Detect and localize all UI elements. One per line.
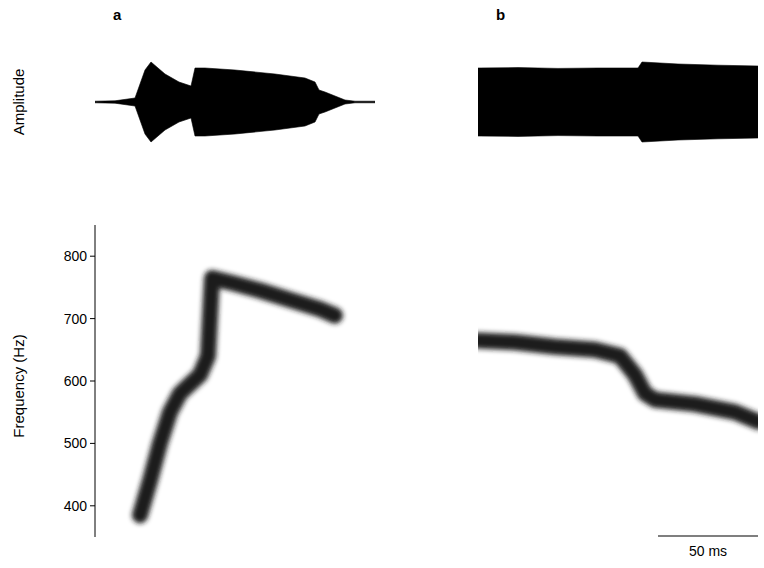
waveform xyxy=(478,62,758,142)
y-axis-title: Frequency (Hz) xyxy=(10,334,27,437)
frequency-contour xyxy=(478,340,758,421)
y-tick xyxy=(90,381,95,382)
frequency-contour xyxy=(140,278,335,515)
spectrogram-group xyxy=(478,340,758,421)
waveform-group xyxy=(478,62,758,142)
y-tick xyxy=(90,505,95,506)
waveform-group xyxy=(95,62,375,142)
y-tick-label: 400 xyxy=(64,498,88,514)
y-tick-label: 600 xyxy=(64,373,88,389)
amplitude-label: Amplitude xyxy=(10,69,27,136)
y-tick xyxy=(90,318,95,319)
panel-letter: a xyxy=(113,6,122,23)
scale-bar xyxy=(658,535,758,536)
y-tick-label: 700 xyxy=(64,311,88,327)
panel-letter: b xyxy=(496,6,505,23)
spectrogram-group xyxy=(140,278,335,515)
y-tick-label: 800 xyxy=(64,248,88,264)
waveform xyxy=(95,62,375,142)
scale-bar-label: 50 ms xyxy=(689,543,727,559)
y-tick xyxy=(90,256,95,257)
y-tick-label: 500 xyxy=(64,435,88,451)
figure: a 400 500 600 700 800 Frequency (Hz) Amplitude b… xyxy=(0,0,764,568)
y-tick xyxy=(90,443,95,444)
